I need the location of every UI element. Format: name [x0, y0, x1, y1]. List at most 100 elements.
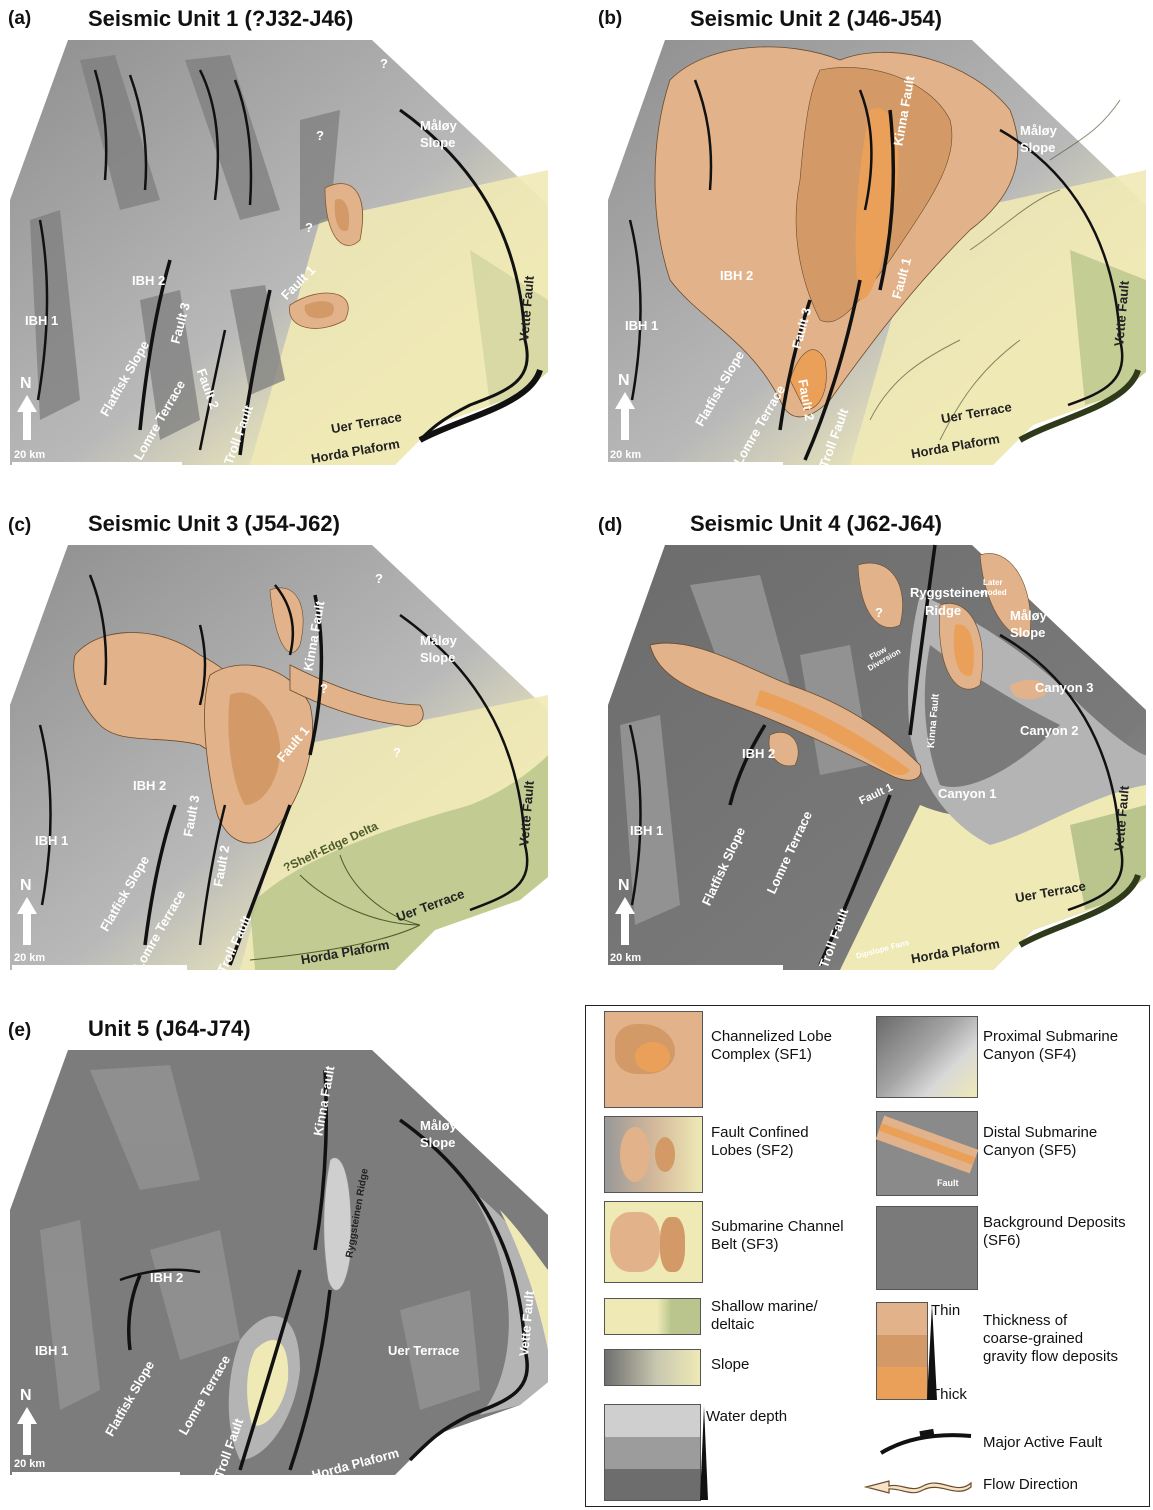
- label-ibh1: IBH 1: [35, 833, 68, 848]
- panel-title: Seismic Unit 1 (?J32-J46): [88, 6, 354, 31]
- legend-thick: Thick: [931, 1386, 967, 1403]
- label-maloy-1: Måløy: [1020, 123, 1058, 138]
- swatch-sf1: [604, 1011, 703, 1108]
- legend-sf5: Distal Submarine Canyon (SF5): [983, 1124, 1098, 1159]
- swatch-sf5-fault-label: Fault: [937, 1178, 959, 1188]
- label-uer: Uer Terrace: [388, 1343, 459, 1358]
- water-depth-wedge-icon: [700, 1406, 708, 1500]
- panel-b: (b) Seismic Unit 2 (J46-J54) ? Måløy Slo…: [590, 0, 1150, 480]
- scale-label: 20 km: [14, 449, 45, 461]
- question-mark: ?: [375, 571, 383, 586]
- panel-letter: (c): [8, 515, 32, 536]
- legend-thin: Thin: [931, 1302, 961, 1319]
- legend: Channelized Lobe Complex (SF1) Fault Con…: [585, 1005, 1150, 1507]
- legend-water-depth: Water depth: [706, 1408, 788, 1425]
- label-fault2: Fault 2: [210, 844, 232, 888]
- north-arrow-icon: N: [17, 1387, 37, 1455]
- panel-letter: (e): [8, 1020, 32, 1041]
- north-arrow-icon: N: [615, 877, 635, 945]
- label-fault3: Fault 3: [180, 794, 202, 838]
- label-kinna: Kinna Fault: [926, 693, 942, 749]
- svg-text:N: N: [618, 372, 630, 389]
- map-a: ? ? ? Måløy Slope IBH 2 IBH 1 Fault 3 Fa…: [10, 40, 548, 467]
- legend-flow: Flow Direction: [983, 1476, 1079, 1493]
- map-d: ? Ryggsteinen Ridge Later eroded Måløy S…: [608, 544, 1146, 970]
- swatch-sf4: [876, 1016, 978, 1098]
- panel-title: Seismic Unit 4 (J62-J64): [690, 511, 942, 536]
- question-mark: ?: [875, 605, 883, 620]
- panel-title: Seismic Unit 2 (J46-J54): [690, 6, 942, 31]
- svg-text:N: N: [618, 877, 630, 894]
- swatch-thickness: [876, 1302, 928, 1400]
- question-mark: ?: [380, 56, 388, 71]
- label-ridge-2: Ridge: [925, 603, 961, 618]
- north-arrow-icon: N: [615, 372, 635, 440]
- legend-slope: Slope: [711, 1356, 750, 1373]
- panel-letter: (a): [8, 8, 32, 29]
- label-fault2: Fault 2: [795, 378, 817, 422]
- north-arrow-icon: N: [17, 877, 37, 945]
- label-ibh1: IBH 1: [630, 823, 663, 838]
- svg-text:N: N: [20, 1387, 32, 1404]
- scale-bar: [608, 462, 783, 467]
- panel-title: Unit 5 (J64-J74): [88, 1016, 251, 1041]
- scale-bar: [12, 1472, 180, 1477]
- legend-sf4: Proximal Submarine Canyon (SF4): [983, 1028, 1119, 1063]
- legend-sf1: Channelized Lobe Complex (SF1): [711, 1028, 832, 1063]
- scale-bar: [608, 965, 783, 970]
- scale-label: 20 km: [14, 1458, 45, 1470]
- scale-bar: [12, 462, 182, 467]
- label-ibh2: IBH 2: [133, 778, 166, 793]
- label-canyon2: Canyon 2: [1020, 723, 1079, 738]
- scale-label: 20 km: [610, 449, 641, 461]
- label-ibh2: IBH 2: [150, 1270, 183, 1285]
- question-mark: ?: [990, 43, 998, 58]
- panel-c: (c) Seismic Unit 3 (J54-J62) ? ? ?: [0, 505, 560, 985]
- question-mark: ?: [320, 681, 328, 696]
- label-ridge-1: Ryggsteinen: [910, 585, 988, 600]
- label-vette: Vette Fault: [516, 779, 537, 846]
- swatch-sf5: Fault: [875, 1111, 979, 1196]
- legend-sf3: Submarine Channel Belt (SF3): [711, 1218, 844, 1253]
- map-e: Måløy Slope Kinna Fault Ryggsteinen Ridg…: [10, 1050, 548, 1483]
- label-ibh2: IBH 2: [720, 268, 753, 283]
- svg-text:N: N: [20, 877, 32, 894]
- swatch-slope: [604, 1349, 701, 1386]
- label-ibh1: IBH 1: [25, 313, 58, 328]
- label-ibh1: IBH 1: [625, 318, 658, 333]
- question-mark: ?: [305, 220, 313, 235]
- label-ibh1: IBH 1: [35, 1343, 68, 1358]
- label-maloy-2: Slope: [420, 135, 455, 150]
- question-mark: ?: [316, 128, 324, 143]
- label-vette: Vette Fault: [516, 274, 537, 341]
- label-maloy-2: Slope: [420, 650, 455, 665]
- swatch-shallow: [604, 1298, 701, 1335]
- legend-fault: Major Active Fault: [983, 1434, 1103, 1451]
- label-maloy-2: Slope: [1020, 140, 1055, 155]
- panel-a: (a) Seismic Unit 1 (?J32-J46): [0, 0, 560, 480]
- label-vette: Vette Fault: [516, 1289, 537, 1356]
- legend-thickness: Thickness of coarse-grained gravity flow…: [983, 1312, 1119, 1365]
- svg-text:N: N: [20, 375, 32, 392]
- label-vette: Vette Fault: [1111, 279, 1132, 346]
- label-maloy-1: Måløy: [420, 633, 458, 648]
- label-eroded-2: eroded: [980, 588, 1007, 597]
- legend-shallow: Shallow marine/ deltaic: [711, 1298, 818, 1333]
- label-maloy-2: Slope: [1010, 625, 1045, 640]
- map-c: ? ? ? Måløy Slope Kinna Fault IBH 2 IBH …: [10, 545, 548, 976]
- north-arrow-icon: N: [17, 375, 37, 440]
- label-ibh2: IBH 2: [742, 746, 775, 761]
- label-maloy-2: Slope: [420, 1135, 455, 1150]
- scale-label: 20 km: [14, 952, 45, 964]
- label-ibh2: IBH 2: [132, 273, 165, 288]
- swatch-sf6: [876, 1206, 978, 1290]
- label-maloy-1: Måløy: [420, 1118, 458, 1133]
- panel-letter: (d): [598, 515, 623, 536]
- label-canyon1: Canyon 1: [938, 786, 997, 801]
- panel-letter: (b): [598, 8, 623, 29]
- panel-e: (e) Unit 5 (J64-J74) Måløy Slope Kinna F…: [0, 1010, 560, 1500]
- scale-label: 20 km: [610, 952, 641, 964]
- label-maloy-1: Måløy: [420, 118, 458, 133]
- swatch-sf3: [604, 1201, 703, 1283]
- label-vette: Vette Fault: [1111, 784, 1132, 851]
